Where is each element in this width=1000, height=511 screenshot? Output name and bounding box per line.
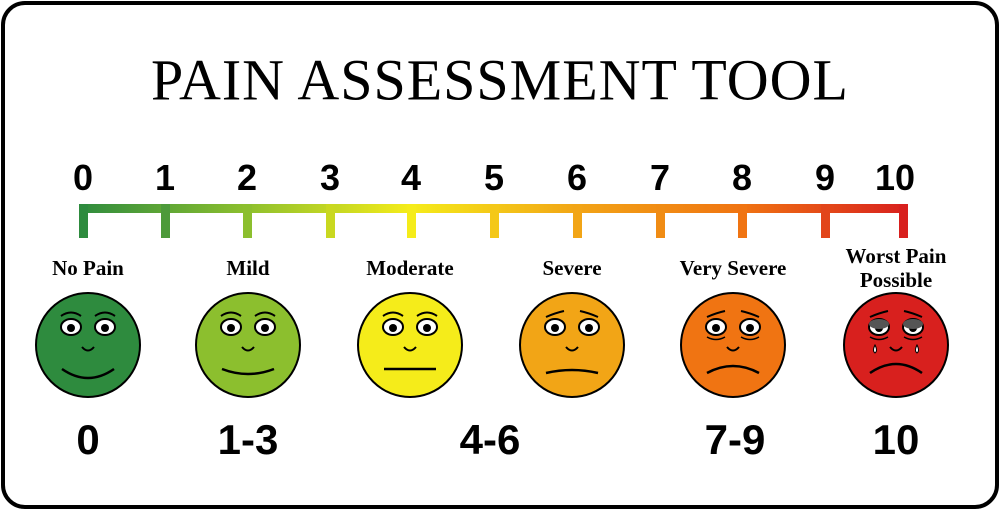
scale-number: 9 bbox=[814, 157, 836, 198]
scale-tick bbox=[821, 204, 830, 238]
face-circle bbox=[680, 292, 786, 398]
mouth bbox=[706, 364, 760, 375]
face bbox=[519, 292, 625, 398]
scale-tick bbox=[899, 204, 908, 238]
brow bbox=[706, 310, 726, 318]
nose bbox=[403, 346, 417, 352]
brow bbox=[545, 310, 565, 318]
eye-bag bbox=[706, 336, 726, 341]
pupil bbox=[585, 324, 593, 332]
scale-number: 3 bbox=[319, 157, 341, 198]
face-label: No Pain bbox=[52, 256, 124, 280]
brow bbox=[579, 310, 599, 318]
face-circle bbox=[519, 292, 625, 398]
scale-tick bbox=[490, 204, 499, 238]
nose bbox=[889, 346, 903, 352]
face-circle bbox=[357, 292, 463, 398]
brow bbox=[94, 311, 116, 317]
face bbox=[357, 292, 463, 398]
pupil bbox=[67, 324, 75, 332]
nose bbox=[81, 346, 95, 352]
scale-number: 4 bbox=[400, 157, 422, 198]
eye-bag bbox=[740, 336, 760, 341]
face-circle bbox=[843, 292, 949, 398]
face-circle bbox=[35, 292, 141, 398]
mouth bbox=[61, 367, 115, 380]
scale-number: 7 bbox=[649, 157, 671, 198]
scale-tick bbox=[161, 204, 170, 238]
range-label: 7-9 bbox=[704, 416, 766, 463]
pupil bbox=[227, 324, 235, 332]
scale-number: 1 bbox=[154, 157, 176, 198]
nose bbox=[565, 346, 579, 352]
pupil bbox=[712, 324, 720, 332]
face-circle bbox=[195, 292, 301, 398]
face-label: Severe bbox=[542, 256, 602, 280]
range-label: 4-6 bbox=[459, 416, 521, 463]
eye-bag bbox=[869, 336, 889, 341]
mouth bbox=[545, 368, 599, 375]
tear bbox=[873, 343, 877, 354]
pupil bbox=[746, 324, 754, 332]
scale-tick bbox=[656, 204, 665, 238]
pupil bbox=[551, 324, 559, 332]
eye-lid bbox=[869, 319, 889, 329]
brow bbox=[903, 310, 923, 318]
face bbox=[35, 292, 141, 398]
face-label: Mild bbox=[226, 256, 270, 280]
scale-tick bbox=[738, 204, 747, 238]
scale-tick bbox=[326, 204, 335, 238]
range-label: 1-3 bbox=[217, 416, 279, 463]
brow bbox=[416, 311, 438, 317]
scale-number: 6 bbox=[566, 157, 588, 198]
tear bbox=[915, 343, 919, 354]
pupil bbox=[101, 324, 109, 332]
face-label: Moderate bbox=[366, 256, 454, 280]
scale-number: 2 bbox=[236, 157, 258, 198]
range-label: 0 bbox=[76, 416, 100, 463]
brow bbox=[220, 311, 242, 317]
range-label: 10 bbox=[872, 416, 920, 463]
face-label: Very Severe bbox=[679, 256, 787, 280]
mouth bbox=[221, 367, 275, 376]
eye-lid bbox=[903, 319, 923, 329]
scale-tick bbox=[407, 204, 416, 238]
scale-tick bbox=[79, 204, 88, 238]
face-label: Worst Pain Possible bbox=[845, 244, 947, 292]
brow bbox=[382, 311, 404, 317]
face bbox=[195, 292, 301, 398]
brow bbox=[740, 310, 760, 318]
pupil bbox=[389, 324, 397, 332]
nose bbox=[241, 346, 255, 352]
scale-number: 0 bbox=[72, 157, 94, 198]
scale-number: 8 bbox=[731, 157, 753, 198]
pupil bbox=[423, 324, 431, 332]
scale-number: 10 bbox=[874, 157, 916, 198]
scale-tick bbox=[243, 204, 252, 238]
scale-number: 5 bbox=[483, 157, 505, 198]
face bbox=[843, 292, 949, 398]
brow bbox=[869, 310, 889, 318]
pupil bbox=[261, 324, 269, 332]
nose bbox=[726, 346, 740, 352]
eye-bag bbox=[903, 336, 923, 341]
brow bbox=[254, 311, 276, 317]
mouth bbox=[869, 362, 923, 375]
title: PAIN ASSESSMENT TOOL bbox=[151, 47, 849, 113]
scale-tick bbox=[573, 204, 582, 238]
brow bbox=[60, 311, 82, 317]
face bbox=[680, 292, 786, 398]
